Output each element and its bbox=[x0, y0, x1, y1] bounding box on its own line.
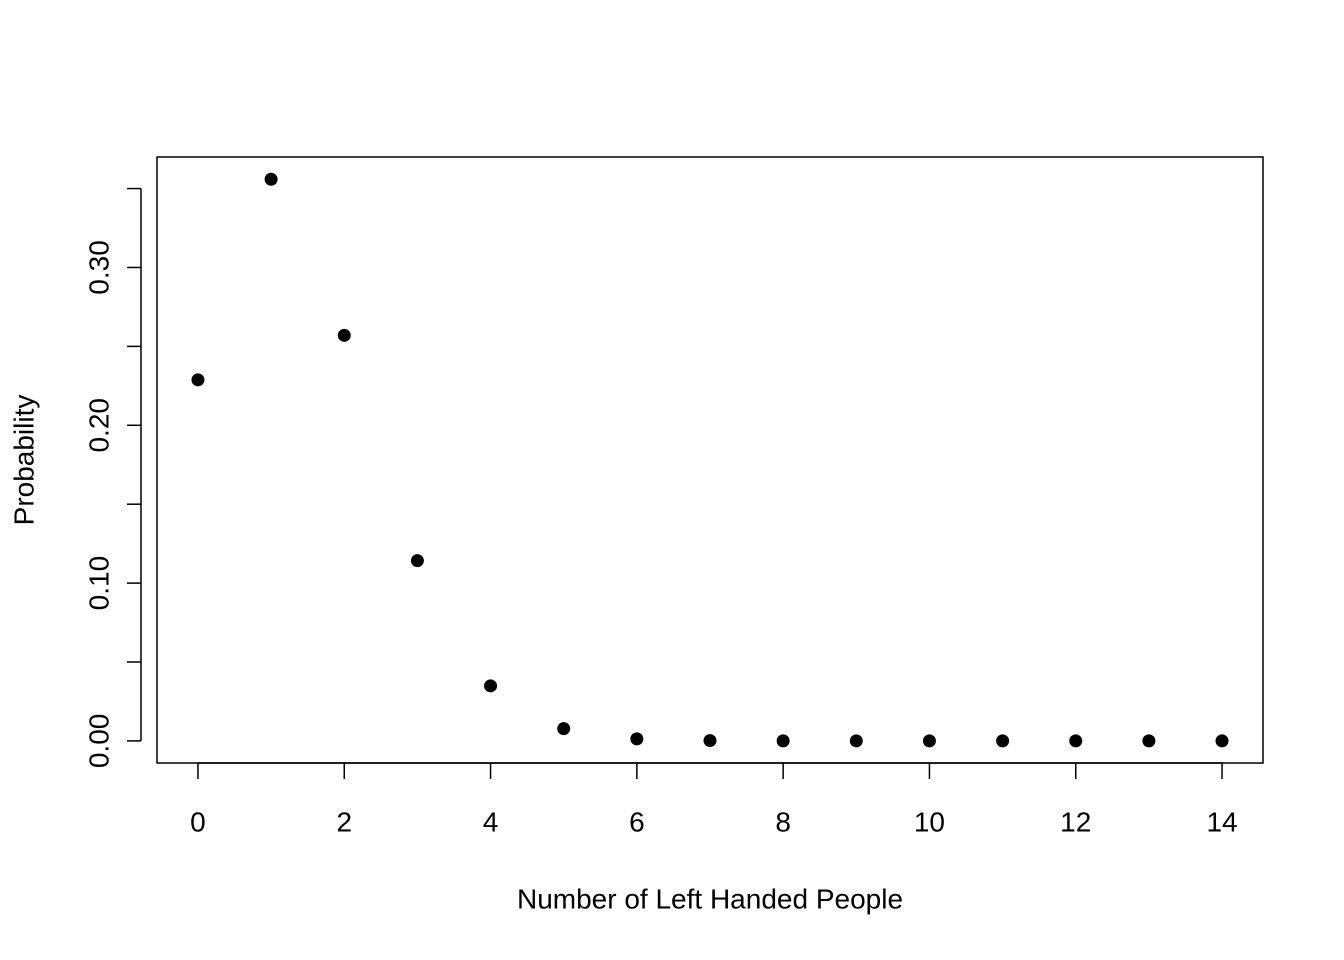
y-tick-label: 0.30 bbox=[83, 240, 114, 295]
y-tick-label: 0.00 bbox=[83, 714, 114, 769]
y-axis-label: Probability bbox=[8, 395, 39, 526]
x-axis-label: Number of Left Handed People bbox=[517, 883, 903, 914]
point bbox=[1215, 734, 1229, 748]
point bbox=[1142, 734, 1156, 748]
point bbox=[996, 734, 1010, 748]
x-tick-label: 6 bbox=[629, 806, 645, 837]
point bbox=[1069, 734, 1083, 748]
point bbox=[557, 722, 571, 736]
point bbox=[410, 554, 424, 568]
point bbox=[922, 734, 936, 748]
x-tick-label: 12 bbox=[1060, 806, 1091, 837]
x-tick-label: 4 bbox=[483, 806, 499, 837]
x-tick-label: 10 bbox=[914, 806, 945, 837]
x-tick-label: 14 bbox=[1206, 806, 1237, 837]
x-tick-label: 2 bbox=[336, 806, 352, 837]
point bbox=[703, 734, 717, 748]
point bbox=[191, 373, 205, 387]
point bbox=[337, 328, 351, 342]
plot-frame bbox=[156, 156, 1264, 764]
y-tick-label: 0.20 bbox=[83, 398, 114, 453]
point bbox=[849, 734, 863, 748]
point bbox=[630, 732, 644, 746]
point bbox=[776, 734, 790, 748]
point bbox=[484, 679, 498, 693]
x-tick-label: 8 bbox=[775, 806, 791, 837]
x-tick-label: 0 bbox=[190, 806, 206, 837]
y-tick-label: 0.10 bbox=[83, 556, 114, 611]
point bbox=[264, 172, 278, 186]
